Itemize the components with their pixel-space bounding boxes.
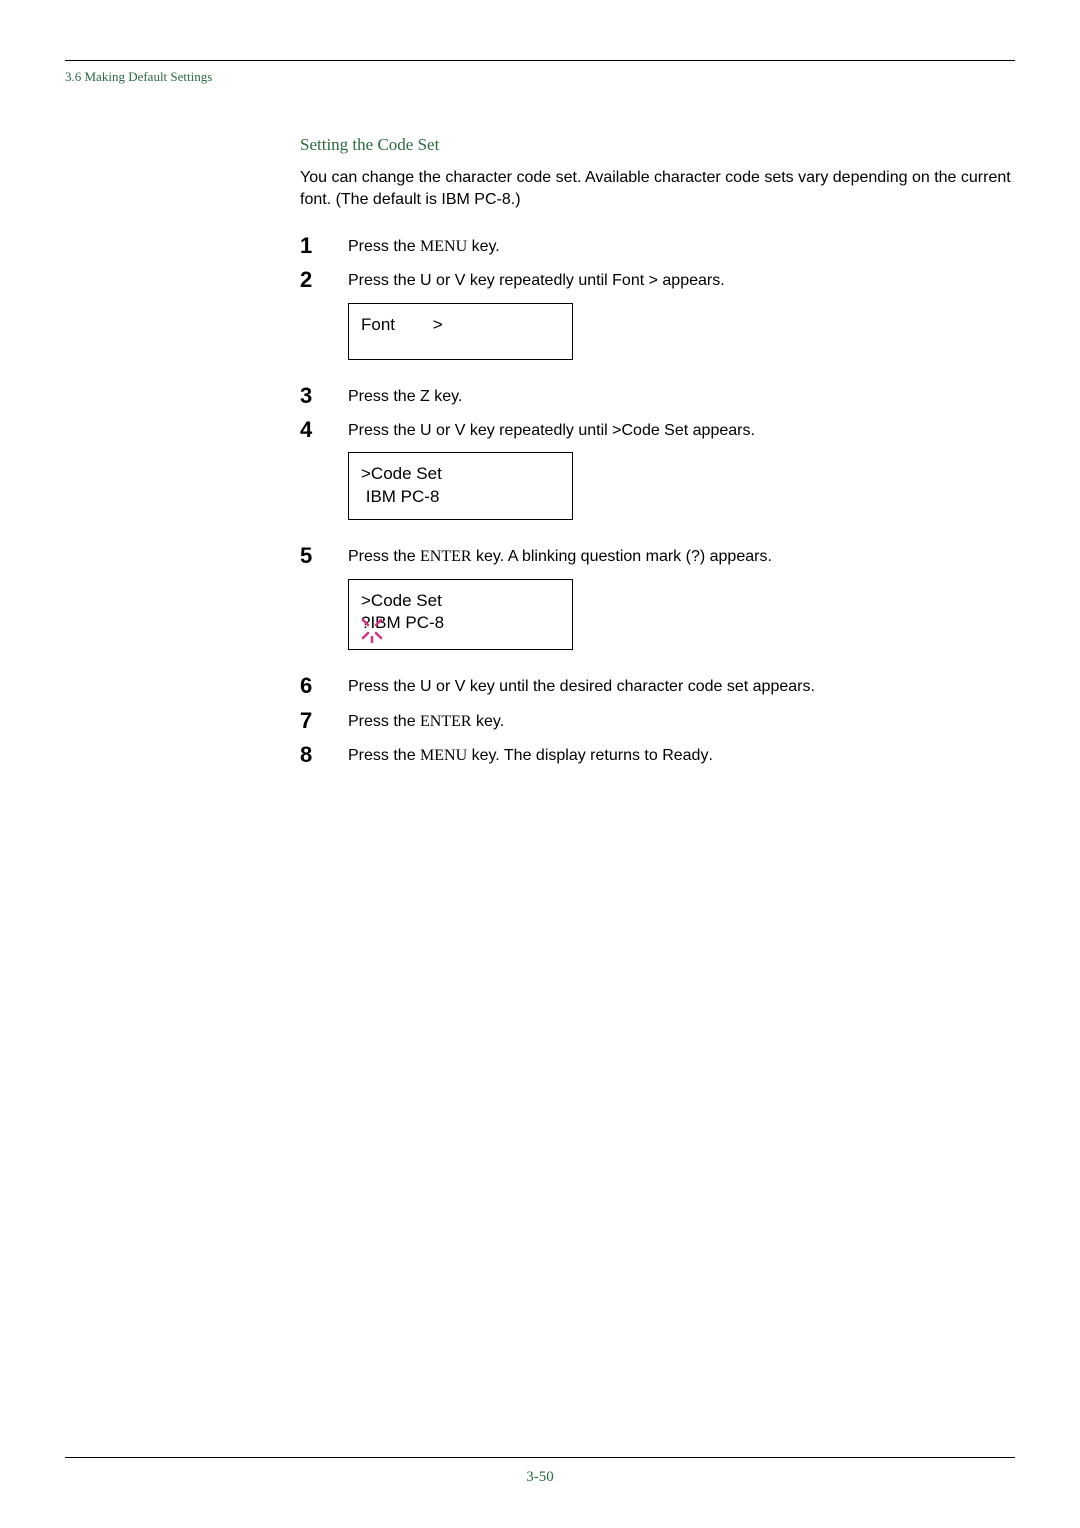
intro-text-2: .) xyxy=(511,191,521,208)
step-text: Press the ENTER key. A blinking question… xyxy=(348,544,772,568)
text: key. xyxy=(430,388,463,405)
key-v: V xyxy=(455,422,466,439)
text: Press the xyxy=(348,747,420,764)
text: Press the xyxy=(348,238,420,255)
top-rule xyxy=(65,60,1015,61)
display-box-2: >Code Set IBM PC-8 xyxy=(348,452,573,520)
text: key. xyxy=(467,238,500,255)
page-number: 3-50 xyxy=(0,1469,1080,1486)
intro-text-1: You can change the character code set. A… xyxy=(300,169,1011,208)
text: appears. xyxy=(658,272,725,289)
key-u: U xyxy=(420,678,432,695)
text: key. A blinking question mark ( xyxy=(472,548,691,565)
key-v: V xyxy=(455,272,466,289)
text: or xyxy=(432,422,455,439)
text: Press the xyxy=(348,272,420,289)
text: Press the xyxy=(348,422,420,439)
key-u: U xyxy=(420,272,432,289)
display-box-3: >Code Set ?IBM PC-8 xyxy=(348,579,573,651)
bottom-rule xyxy=(65,1457,1015,1458)
step-text: Press the ENTER key. xyxy=(348,709,504,733)
cursor-burst-icon xyxy=(359,615,385,643)
content-area: Setting the Code Set You can change the … xyxy=(300,135,1015,768)
intro-paragraph: You can change the character code set. A… xyxy=(300,167,1015,212)
step-number: 8 xyxy=(300,743,348,767)
text: Press the xyxy=(348,388,420,405)
step-8: 8 Press the MENU key. The display return… xyxy=(300,743,1015,767)
step-number: 2 xyxy=(300,268,348,292)
key-enter: ENTER xyxy=(420,713,472,730)
step-number: 6 xyxy=(300,674,348,698)
section-title: Setting the Code Set xyxy=(300,135,1015,155)
step-text: Press the MENU key. xyxy=(348,234,500,258)
text: Press the xyxy=(348,548,420,565)
text: Press the xyxy=(348,678,420,695)
step-2: 2 Press the U or V key repeatedly until … xyxy=(300,268,1015,292)
code: >Code Set xyxy=(612,422,688,439)
code: Ready xyxy=(662,747,708,764)
code: Font > xyxy=(612,272,658,289)
text: Press the xyxy=(348,713,420,730)
text: or xyxy=(432,272,455,289)
step-7: 7 Press the ENTER key. xyxy=(300,709,1015,733)
step-5: 5 Press the ENTER key. A blinking questi… xyxy=(300,544,1015,568)
text: key repeatedly until xyxy=(465,272,612,289)
text: key. The display returns to xyxy=(467,747,662,764)
text: appears. xyxy=(688,422,755,439)
key-z: Z xyxy=(420,388,430,405)
step-text: Press the U or V key repeatedly until >C… xyxy=(348,418,755,442)
step-text: Press the Z key. xyxy=(348,384,462,408)
display-line: IBM PC-8 xyxy=(361,486,560,509)
text: ) appears. xyxy=(700,548,772,565)
step-6: 6 Press the U or V key until the desired… xyxy=(300,674,1015,698)
key-enter: ENTER xyxy=(420,548,472,565)
key-menu: MENU xyxy=(420,238,467,255)
code: ? xyxy=(691,548,700,565)
page: 3.6 Making Default Settings Setting the … xyxy=(0,0,1080,1528)
text: or xyxy=(432,678,455,695)
key-menu: MENU xyxy=(420,747,467,764)
display-line: ?IBM PC-8 xyxy=(361,612,560,635)
text: key until the desired character code set… xyxy=(465,678,815,695)
step-number: 4 xyxy=(300,418,348,442)
key-v: V xyxy=(455,678,466,695)
step-1: 1 Press the MENU key. xyxy=(300,234,1015,258)
text: . xyxy=(708,747,712,764)
step-number: 1 xyxy=(300,234,348,258)
text: key. xyxy=(472,713,505,730)
text: key repeatedly until xyxy=(465,422,612,439)
step-number: 7 xyxy=(300,709,348,733)
intro-code: IBM PC-8 xyxy=(441,191,510,208)
breadcrumb: 3.6 Making Default Settings xyxy=(65,69,1015,85)
display-line: >Code Set xyxy=(361,463,560,486)
step-text: Press the U or V key repeatedly until Fo… xyxy=(348,268,725,292)
step-3: 3 Press the Z key. xyxy=(300,384,1015,408)
display-line: >Code Set xyxy=(361,590,560,613)
step-4: 4 Press the U or V key repeatedly until … xyxy=(300,418,1015,442)
step-number: 5 xyxy=(300,544,348,568)
step-number: 3 xyxy=(300,384,348,408)
display-box-1: Font > xyxy=(348,303,573,360)
display-line: Font > xyxy=(361,314,560,337)
step-text: Press the MENU key. The display returns … xyxy=(348,743,713,767)
step-text: Press the U or V key until the desired c… xyxy=(348,674,815,698)
key-u: U xyxy=(420,422,432,439)
